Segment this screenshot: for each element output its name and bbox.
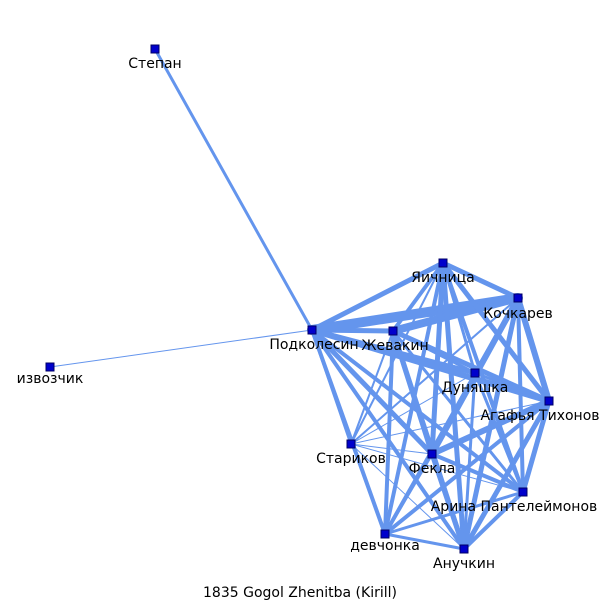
edge-podkolesin-agafya bbox=[309, 327, 552, 404]
node-label-izvozchik: извозчик bbox=[17, 371, 84, 387]
node-label-yaichnitsa: Яичница bbox=[411, 270, 474, 286]
edges-layer bbox=[49, 47, 552, 552]
edge-zhevakin-yaichnitsa bbox=[391, 261, 445, 333]
node-label-devchonka: девчонка bbox=[350, 538, 420, 554]
edge-kochkarev-agafya bbox=[515, 295, 552, 404]
edge-zhevakin-kochkarev bbox=[389, 294, 522, 335]
edge-zhevakin-agafya bbox=[390, 328, 552, 404]
node-label-fekla: Фекла bbox=[409, 461, 456, 477]
edge-yaichnitsa-devchonka bbox=[383, 261, 445, 536]
node-kochkarev bbox=[513, 293, 523, 303]
node-zhevakin bbox=[388, 326, 398, 336]
node-label-agafya: Агафья Тихонов bbox=[480, 408, 599, 424]
node-stepan bbox=[150, 44, 160, 54]
edge-fekla-devchonka bbox=[383, 452, 434, 536]
edge-agafya-fekla bbox=[429, 398, 552, 457]
edge-starikov-fekla bbox=[350, 443, 433, 455]
edge-stepan-podkolesin bbox=[153, 47, 314, 332]
edge-starikov-devchonka bbox=[350, 443, 386, 535]
edge-yaichnitsa-fekla bbox=[429, 260, 446, 457]
edge-dunyashka-arina bbox=[473, 371, 525, 494]
node-label-stepan: Степан bbox=[128, 56, 181, 72]
edge-dunyashka-agafya bbox=[473, 371, 551, 403]
node-label-zhevakin: Жевакин bbox=[361, 338, 428, 354]
node-label-dunyashka: Дуняшка bbox=[442, 380, 509, 396]
edge-agafya-anuchkin bbox=[461, 398, 552, 552]
edge-agafya-arina bbox=[520, 398, 552, 495]
diagram-caption: 1835 Gogol Zhenitba (Kirill) bbox=[203, 585, 397, 600]
edge-devchonka-anuchkin bbox=[383, 532, 466, 551]
edge-kochkarev-starikov bbox=[350, 297, 519, 445]
edge-yaichnitsa-kochkarev bbox=[440, 260, 521, 301]
edge-izvozchik-podkolesin bbox=[49, 329, 313, 368]
edge-fekla-anuchkin bbox=[429, 451, 467, 552]
edge-podkolesin-yaichnitsa bbox=[309, 260, 446, 333]
edge-yaichnitsa-starikov bbox=[350, 262, 444, 445]
edge-podkolesin-fekla bbox=[309, 327, 435, 457]
node-podkolesin bbox=[307, 325, 317, 335]
node-devchonka bbox=[380, 529, 390, 539]
node-label-anuchkin: Анучкин bbox=[433, 556, 495, 572]
node-fekla bbox=[427, 449, 437, 459]
edge-dunyashka-starikov bbox=[350, 372, 476, 445]
edge-agafya-starikov bbox=[350, 400, 550, 445]
node-label-starikov: Стариков bbox=[316, 451, 386, 467]
edge-zhevakin-starikov bbox=[350, 330, 394, 445]
node-agafya bbox=[544, 396, 554, 406]
node-anuchkin bbox=[459, 544, 469, 554]
node-label-podkolesin: Подколесин bbox=[269, 337, 358, 353]
node-label-kochkarev: Кочкарев bbox=[483, 306, 553, 322]
node-yaichnitsa bbox=[438, 258, 448, 268]
edge-arina-anuchkin bbox=[462, 490, 525, 551]
node-label-arina: Арина Пантелеймонов bbox=[431, 499, 598, 515]
edge-fekla-arina bbox=[430, 452, 525, 494]
edge-arina-devchonka bbox=[383, 490, 525, 536]
edge-podkolesin-devchonka bbox=[310, 328, 387, 536]
edge-dunyashka-anuchkin bbox=[462, 371, 477, 551]
node-arina bbox=[518, 487, 528, 497]
node-dunyashka bbox=[470, 368, 480, 378]
edge-yaichnitsa-anuchkin bbox=[440, 260, 467, 552]
edge-kochkarev-arina bbox=[516, 296, 525, 494]
nodes-layer bbox=[45, 44, 554, 554]
labels-layer: Степан Подколесин Жевакин извозчик Яичница Ко… bbox=[17, 56, 600, 572]
node-starikov bbox=[346, 439, 356, 449]
node-izvozchik bbox=[45, 362, 55, 372]
